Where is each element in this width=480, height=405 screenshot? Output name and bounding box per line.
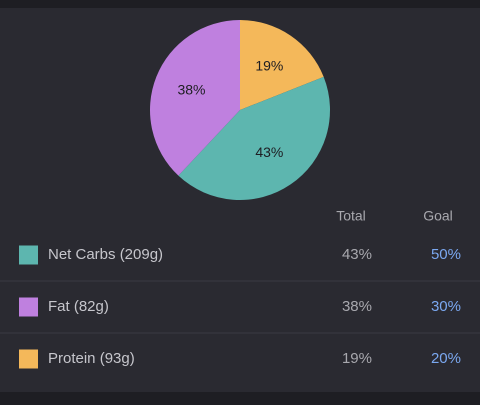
row-label: Fat (82g) — [48, 298, 109, 315]
column-header: Total — [336, 208, 366, 224]
legend-swatch — [19, 349, 38, 369]
row-label: Protein (93g) — [48, 350, 135, 367]
pie-slice — [240, 20, 324, 110]
row-label: Net Carbs (209g) — [48, 246, 163, 263]
slice-label: 38% — [177, 81, 205, 97]
total-value: 19% — [342, 350, 372, 367]
pie-slice — [178, 76, 330, 201]
legend-swatch — [19, 245, 38, 265]
bottom-bar — [0, 392, 480, 405]
column-header: Goal — [423, 208, 453, 224]
goal-value: 20% — [431, 350, 461, 367]
total-value: 38% — [342, 298, 372, 315]
top-bar — [0, 0, 480, 8]
total-value: 43% — [342, 246, 372, 263]
goal-value: 50% — [431, 246, 461, 263]
slice-label: 19% — [255, 58, 283, 74]
legend-swatch — [19, 297, 38, 317]
goal-value: 30% — [431, 298, 461, 315]
pie-slice — [150, 20, 240, 176]
slice-label: 43% — [255, 144, 283, 160]
